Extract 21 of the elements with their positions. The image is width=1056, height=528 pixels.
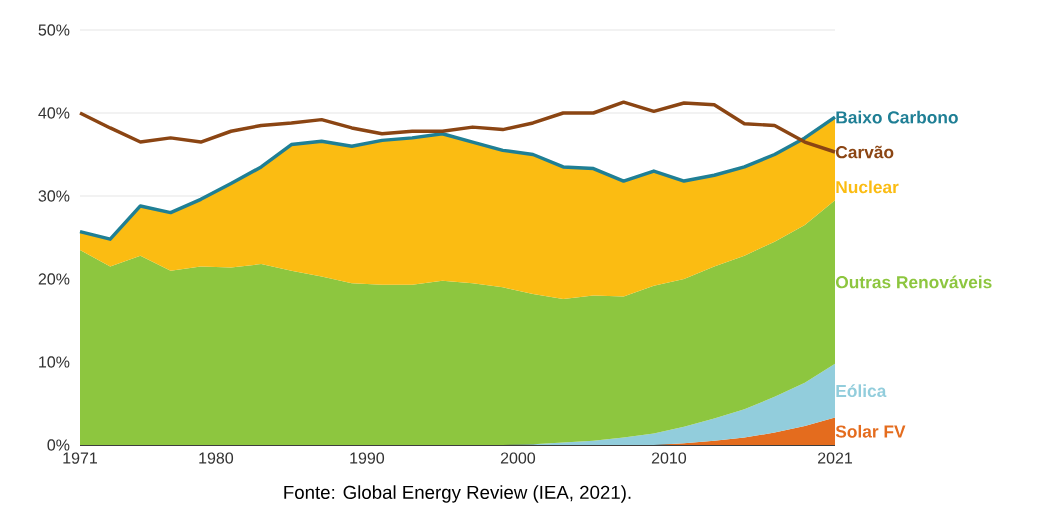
- series-label: Solar FV: [835, 424, 906, 438]
- x-tick-label: 2021: [818, 452, 853, 464]
- series-label: Baixo Carbono: [836, 110, 958, 124]
- series-label: Eólica: [836, 384, 887, 398]
- y-tick-label: 40%: [38, 107, 70, 119]
- x-tick-label: 2010: [651, 452, 687, 464]
- series-label: Carvão: [835, 145, 894, 159]
- source-note: Fonte: Global Energy Review (IEA, 2021).: [284, 485, 631, 503]
- y-tick-label: 10%: [39, 356, 70, 368]
- x-tick-label: 1990: [350, 452, 385, 464]
- line-series: [78, 100, 837, 154]
- x-tick-label: 2000: [500, 452, 536, 464]
- line-series: [78, 115, 837, 241]
- y-tick-label: 50%: [38, 24, 70, 36]
- series-label: Outras Renováveis: [835, 275, 992, 289]
- y-tick-label: 20%: [38, 273, 70, 285]
- x-tick-label: 1980: [199, 452, 234, 464]
- y-tick-label: 30%: [38, 190, 70, 202]
- series-label: Nuclear: [836, 180, 899, 194]
- x-tick-label: 1971: [63, 452, 97, 464]
- y-tick-label: 0%: [47, 439, 70, 451]
